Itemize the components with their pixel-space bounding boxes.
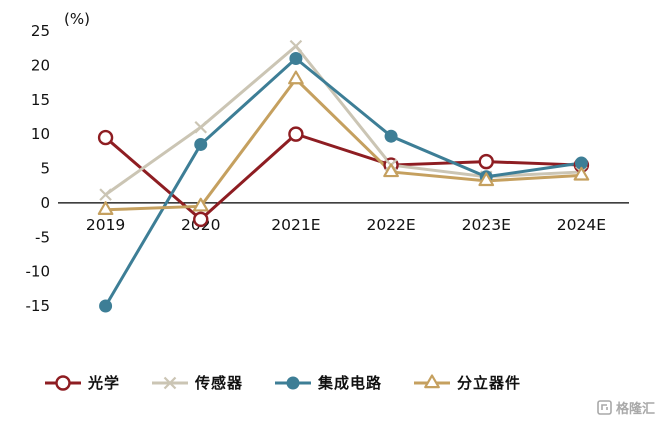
svg-text:2021E: 2021E: [271, 216, 320, 234]
svg-text:2023E: 2023E: [462, 216, 511, 234]
series-line-2: [104, 57, 583, 308]
watermark-text: 格隆汇: [615, 402, 655, 417]
legend-item-integrated-circuits: 集成电路: [275, 374, 382, 392]
svg-text:5: 5: [40, 160, 50, 178]
legend-label: 传感器: [195, 373, 244, 392]
gelonghui-logo-icon: [597, 400, 612, 415]
svg-text:2019: 2019: [86, 216, 125, 234]
y-axis-unit-label: (%): [64, 10, 90, 28]
series-markers-3: [97, 70, 590, 215]
legend-marker-open-circle-icon: [45, 375, 81, 391]
svg-text:(%): (%): [64, 10, 90, 28]
svg-text:-5: -5: [35, 228, 50, 246]
legend-marker-x-cross-icon: [152, 376, 189, 390]
y-axis-labels: 25 20 15 10 5 0 -5 -10 -15: [26, 22, 51, 315]
svg-text:-15: -15: [26, 297, 51, 315]
svg-text:-10: -10: [26, 263, 51, 281]
series-markers-2: [99, 52, 588, 313]
svg-text:2024E: 2024E: [557, 216, 606, 234]
legend-item-optics: 光学: [45, 374, 120, 392]
legend-label: 集成电路: [318, 373, 383, 392]
series-line-3: [104, 77, 583, 212]
legend-label: 光学: [88, 373, 121, 392]
svg-text:25: 25: [31, 22, 50, 40]
line-chart: (%)2520151050-5-10-15201920202021E2022E2…: [26, 10, 629, 315]
watermark: 格隆汇: [597, 398, 655, 417]
legend-label: 分立器件: [457, 373, 522, 392]
chart-legend: 光学 传感器 集成电路 分立器件: [45, 374, 521, 392]
legend-marker-open-triangle-icon: [414, 374, 451, 389]
svg-text:20: 20: [31, 56, 50, 74]
legend-item-sensors: 传感器: [152, 374, 243, 392]
svg-text:10: 10: [31, 125, 50, 143]
svg-text:15: 15: [31, 91, 50, 109]
legend-item-discrete-devices: 分立器件: [414, 374, 521, 392]
legend-marker-filled-circle-icon: [275, 376, 312, 390]
svg-text:0: 0: [40, 194, 50, 212]
svg-text:2022E: 2022E: [366, 216, 415, 234]
x-axis-labels: 201920202021E2022E2023E2024E: [86, 216, 606, 234]
